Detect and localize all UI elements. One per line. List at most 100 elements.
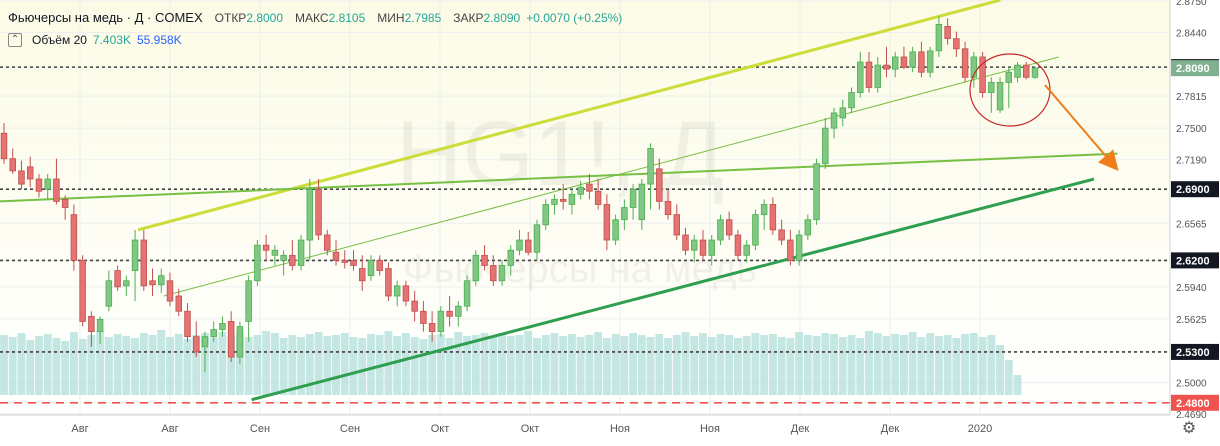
candle[interactable] [673,204,681,241]
candle[interactable] [140,229,148,291]
candle[interactable] [306,179,314,261]
candle[interactable] [26,156,34,188]
candle[interactable] [891,51,899,78]
gear-icon[interactable]: ⚙ [1181,420,1197,437]
candle[interactable] [656,158,663,210]
candle[interactable] [760,199,768,230]
candle[interactable] [271,245,279,266]
candle[interactable] [944,18,951,45]
candle[interactable] [1031,66,1039,79]
candle[interactable] [262,234,270,261]
candle[interactable] [490,255,497,286]
candle[interactable] [725,211,733,241]
candle[interactable] [988,77,995,113]
candle[interactable] [542,199,549,230]
candle[interactable] [533,219,541,261]
candle[interactable] [682,227,689,256]
candle[interactable] [516,229,523,256]
candle[interactable] [358,255,366,291]
candle[interactable] [795,229,803,266]
candle[interactable] [149,268,156,296]
candle[interactable] [0,123,8,164]
candle[interactable] [96,316,104,344]
candle[interactable] [393,280,401,307]
candle[interactable] [472,250,480,286]
candle[interactable] [787,229,794,266]
candle[interactable] [813,158,820,225]
candle[interactable] [699,229,707,261]
candle[interactable] [996,77,1004,113]
candle[interactable] [1023,62,1030,80]
candle[interactable] [210,321,217,342]
candle[interactable] [900,46,908,70]
candle[interactable] [280,250,287,276]
candle[interactable] [192,321,200,358]
candle[interactable] [612,214,619,246]
candle[interactable] [752,209,759,251]
candle[interactable] [341,250,348,269]
candle[interactable] [53,158,60,205]
candle[interactable] [926,46,934,78]
candle[interactable] [603,194,611,251]
volume-label[interactable]: Объём 20 [32,33,87,47]
candle[interactable] [734,229,742,261]
candle[interactable] [822,117,829,169]
candle[interactable] [498,260,506,286]
candle[interactable] [245,275,252,342]
candle[interactable] [769,197,777,235]
candle[interactable] [717,214,724,246]
candle[interactable] [315,179,322,241]
candle[interactable] [79,255,86,327]
candle[interactable] [367,255,375,281]
candle[interactable] [70,204,78,271]
candle[interactable] [18,160,25,190]
candle[interactable] [184,303,191,342]
candle[interactable] [9,148,16,174]
candle[interactable] [778,219,785,246]
candle[interactable] [638,179,646,230]
candle[interactable] [979,51,986,98]
candle[interactable] [524,231,532,256]
candle[interactable] [114,265,121,291]
candle[interactable] [289,240,296,271]
candle[interactable] [428,311,436,342]
candle[interactable] [35,173,43,198]
candle[interactable] [411,290,418,322]
candle[interactable] [594,179,602,210]
candle[interactable] [559,184,567,210]
candle[interactable] [857,51,864,98]
time-axis[interactable] [0,415,1170,441]
candle[interactable] [577,181,584,200]
candle[interactable] [507,245,515,276]
candle[interactable] [437,306,445,337]
candle[interactable] [621,199,628,230]
candle[interactable] [883,46,890,78]
candle[interactable] [297,234,305,271]
candle[interactable] [420,301,427,332]
candle[interactable] [455,301,462,327]
candle[interactable] [481,245,488,271]
candle[interactable] [158,268,165,293]
candle[interactable] [385,262,392,302]
candle[interactable] [708,234,715,266]
chevron-up-icon[interactable]: ⌃ [8,33,22,47]
candle[interactable] [201,331,209,373]
candle[interactable] [446,295,453,327]
candle[interactable] [44,173,51,200]
candle[interactable] [865,51,873,93]
candle[interactable] [166,272,174,307]
candle[interactable] [402,280,410,307]
candle[interactable] [629,184,637,220]
candle[interactable] [350,250,357,271]
candle[interactable] [175,288,182,317]
candle[interactable] [874,56,881,93]
candle[interactable] [227,311,235,363]
candle[interactable] [586,173,593,200]
candle[interactable] [1014,62,1021,83]
candle[interactable] [105,270,113,312]
candle[interactable] [568,189,576,215]
candle[interactable] [848,87,855,113]
candle[interactable] [219,316,226,337]
candle[interactable] [909,46,916,73]
